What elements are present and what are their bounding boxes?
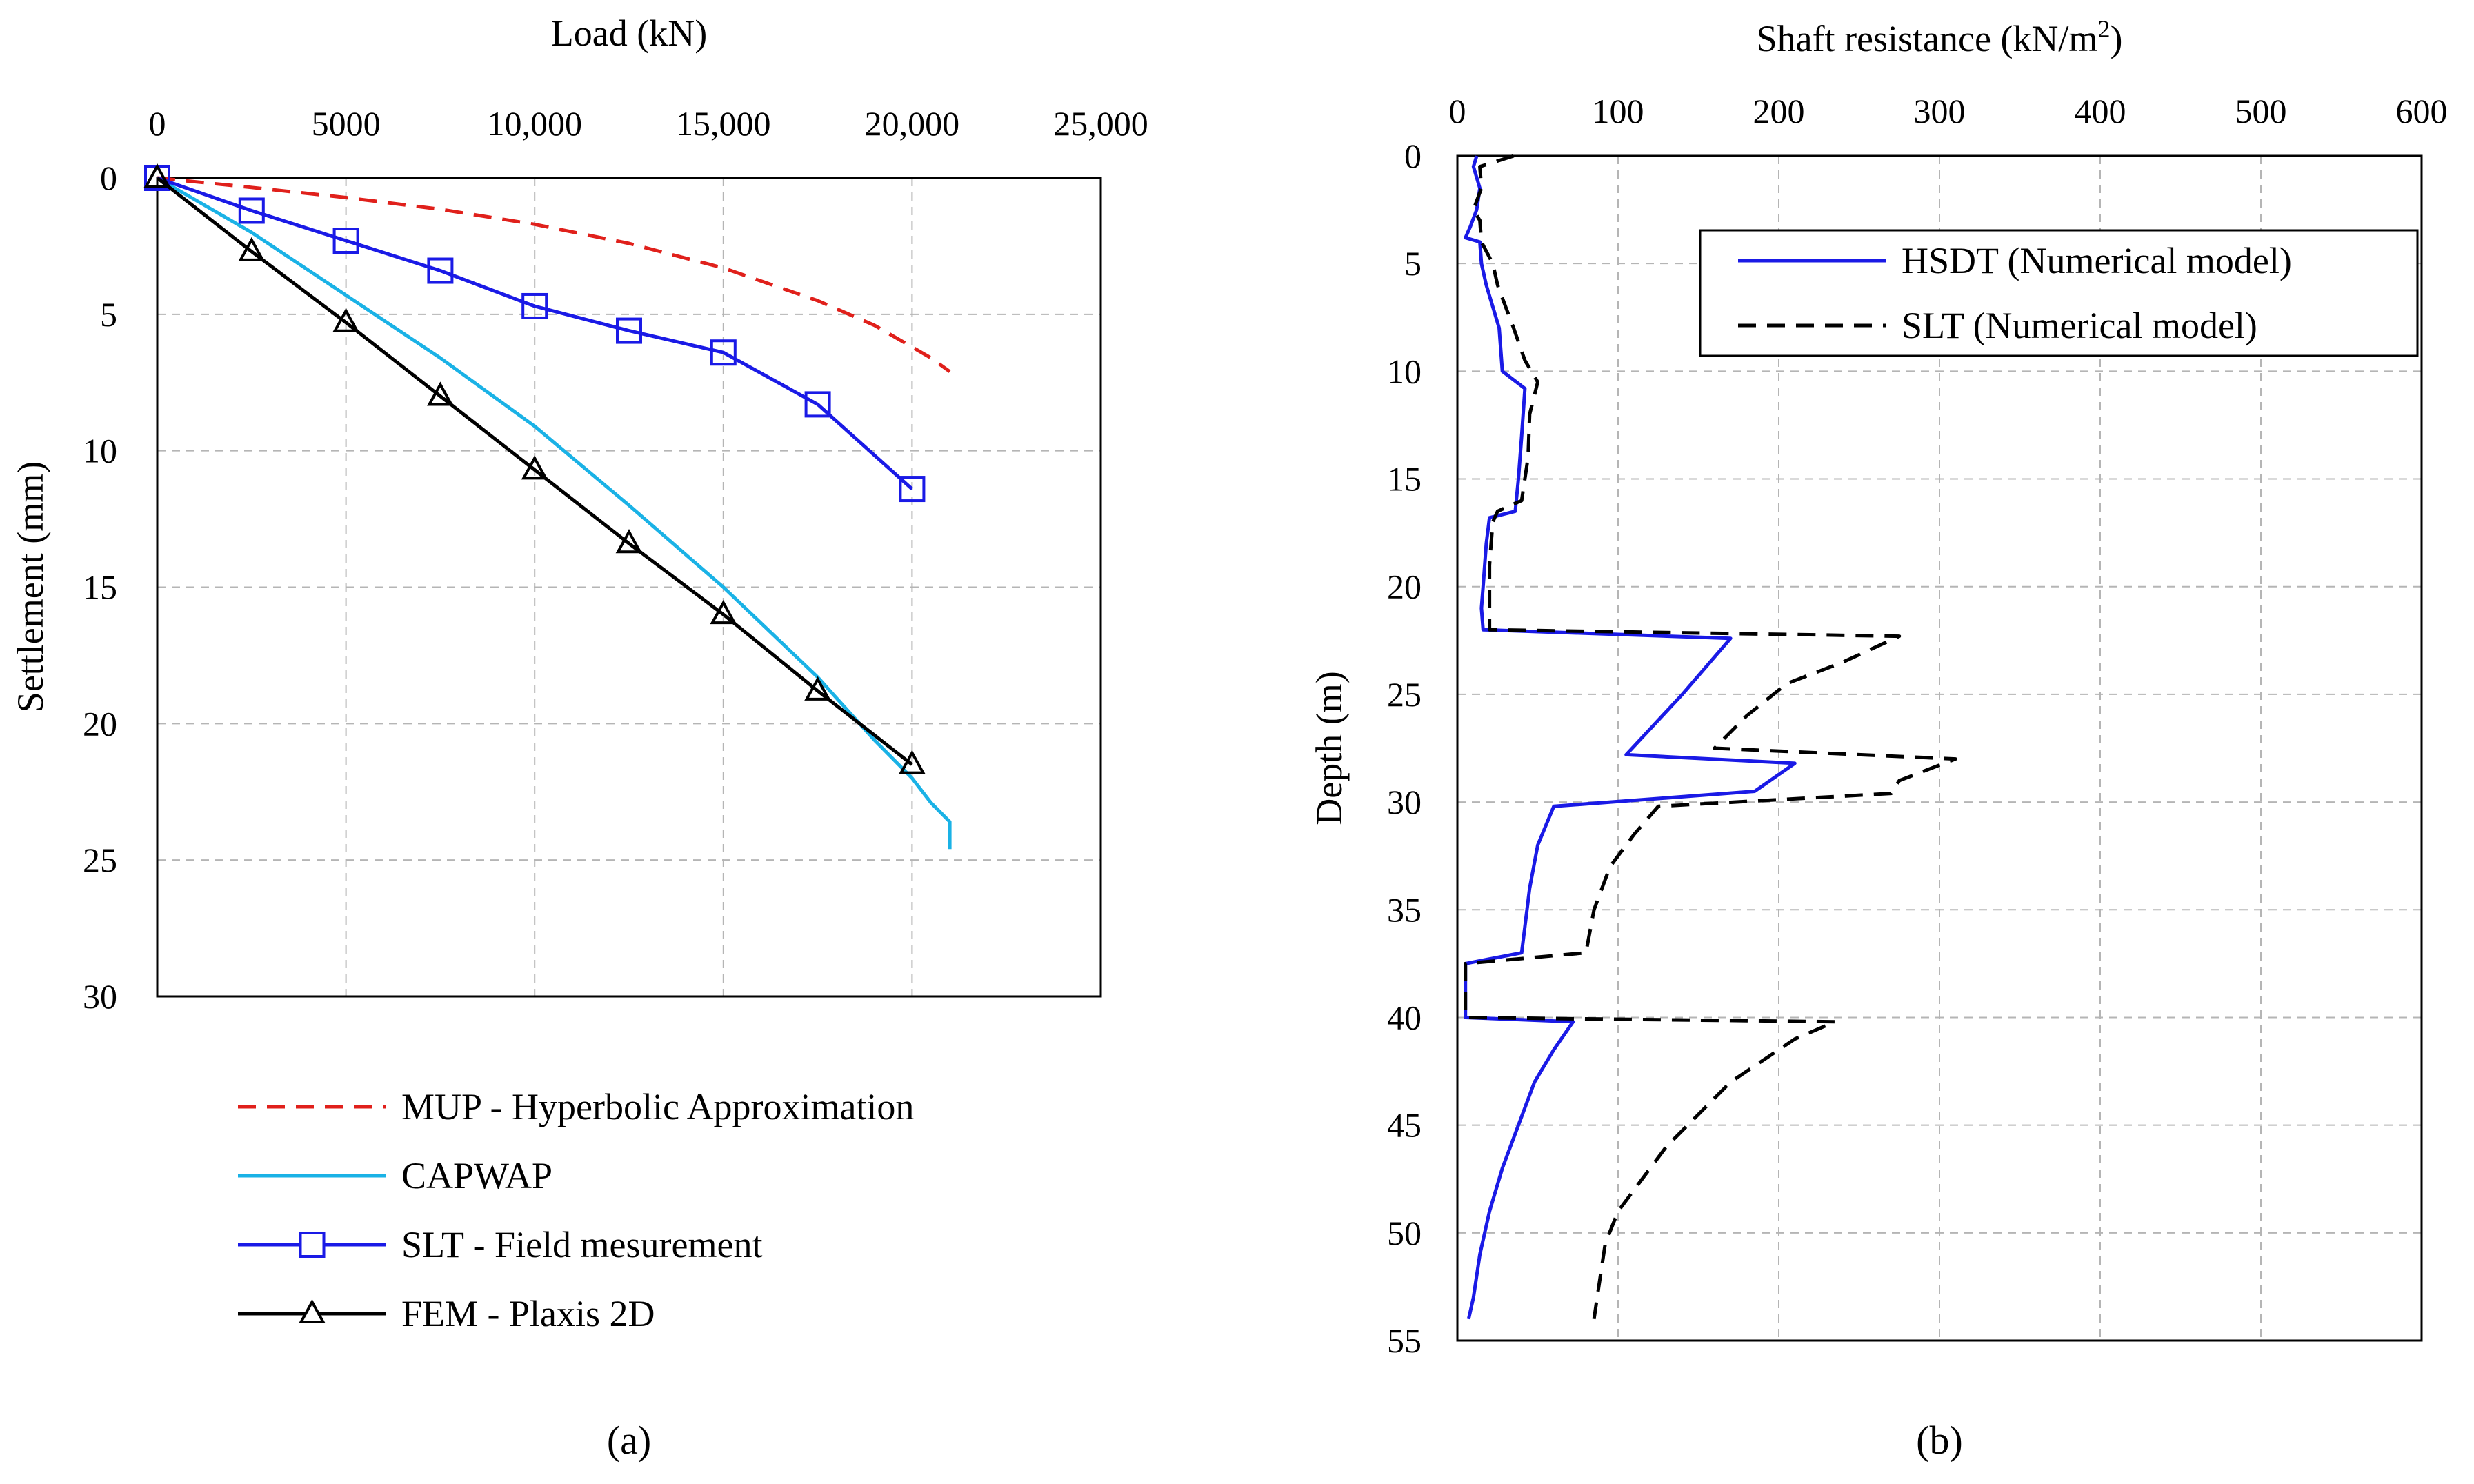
chart-a-point-slt-field-mesurement [332, 228, 359, 254]
chart-a-y-tick-label: 15 [83, 568, 117, 607]
chart-a-x-tick-label: 20,000 [865, 104, 960, 143]
chart-a-grid [157, 178, 1101, 996]
chart-a: 0 5000 10,000 15,000 20,000 25,000 0 5 10 15 20 25… [10, 12, 1148, 1463]
chart-b-y-tick-label: 10 [1387, 352, 1421, 390]
chart-a-y-tick-label: 0 [100, 159, 117, 197]
chart-a-point-slt-field-mesurement [616, 317, 642, 344]
chart-a-legend-label-capwap: CAPWAP [401, 1155, 552, 1196]
chart-a-legend-label-slt-field-mesurement: SLT - Field mesurement [401, 1224, 762, 1265]
chart-a-y-tick-label: 10 [83, 432, 117, 470]
chart-a-legend-label-fem-plaxis-2d: FEM - Plaxis 2D [401, 1293, 655, 1334]
chart-a-plot-frame [156, 177, 1102, 998]
chart-a-x-tick-label: 0 [149, 104, 166, 143]
chart-a-x-tick-label: 10,000 [487, 104, 582, 143]
chart-b-y-ticks: 0 5 10 15 20 25 30 35 40 45 50 55 [1387, 137, 1421, 1360]
chart-a-point-slt-field-mesurement [427, 257, 454, 284]
chart-b-legend-frame [1699, 229, 2419, 357]
chart-b-x-axis-label-sup: 2 [2097, 15, 2110, 43]
chart-a-y-tick-label: 30 [83, 977, 117, 1016]
chart-b-series [1464, 154, 1957, 1320]
chart-a-series-line-mup-hyperbolic-approximation [157, 176, 951, 373]
chart-b-x-tick-label: 500 [2235, 92, 2287, 130]
chart-b-y-tick-label: 20 [1387, 568, 1421, 606]
chart-a-x-ticks: 0 5000 10,000 15,000 20,000 25,000 [149, 104, 1148, 143]
chart-a-series [143, 163, 952, 850]
chart-b-x-axis-label: Shaft resistance (kN/m2) [1757, 15, 2123, 59]
chart-b-panel-label: (b) [1916, 1418, 1963, 1463]
chart-a-point-slt-field-mesurement [804, 391, 831, 418]
chart-a-series-line-slt-field-mesurement [157, 176, 914, 490]
chart-b-grid [1457, 156, 2422, 1341]
chart-a-x-tick-label: 25,000 [1053, 104, 1148, 143]
chart-b-y-tick-label: 40 [1387, 998, 1421, 1036]
chart-b-x-tick-label: 400 [2075, 92, 2126, 130]
chart-b-x-ticks: 0 100 200 300 400 500 600 [1449, 92, 2448, 130]
chart-b-x-axis-label-end: ) [2110, 18, 2122, 59]
chart-a-point-fem-plaxis-2d [427, 381, 454, 406]
chart-a-y-tick-label: 25 [83, 841, 117, 879]
chart-b-series-line-hsdt-numerical-model [1464, 155, 1797, 1320]
chart-b-y-tick-label: 55 [1387, 1321, 1421, 1360]
chart-a-legend-marker-fem-plaxis-2d [299, 1298, 326, 1323]
chart-b-y-tick-label: 0 [1404, 137, 1421, 175]
chart-a-point-fem-plaxis-2d [899, 750, 926, 774]
chart-b-x-tick-label: 200 [1753, 92, 1805, 130]
chart-a-point-fem-plaxis-2d [615, 529, 643, 554]
chart-a-series-line-fem-plaxis-2d [156, 177, 913, 766]
chart-b-x-tick-label: 600 [2396, 92, 2448, 130]
chart-a-y-ticks: 0 5 10 15 20 25 30 [83, 159, 117, 1016]
chart-a-x-tick-label: 15,000 [676, 104, 771, 143]
chart-a-point-fem-plaxis-2d [143, 163, 171, 188]
chart-a-panel-label: (a) [607, 1418, 651, 1463]
chart-a-point-fem-plaxis-2d [238, 237, 266, 261]
chart-b-legend-label-slt-numerical-model: SLT (Numerical model) [1902, 305, 2257, 346]
chart-a-x-axis-label: Load (kN) [551, 12, 707, 54]
chart-a-point-fem-plaxis-2d [710, 599, 737, 625]
chart-a-y-tick-label: 5 [100, 295, 117, 334]
chart-b-y-tick-label: 25 [1387, 675, 1421, 714]
chart-b-legend: HSDT (Numerical model) SLT (Numerical mod… [1699, 229, 2419, 357]
chart-b-x-tick-label: 0 [1449, 92, 1466, 130]
chart-b-y-tick-label: 30 [1387, 783, 1421, 821]
chart-a-point-slt-field-mesurement [710, 339, 737, 366]
chart-a-point-slt-field-mesurement [521, 292, 548, 319]
chart-b-y-tick-label: 45 [1387, 1106, 1421, 1145]
chart-b-y-tick-label: 35 [1387, 890, 1421, 929]
chart-b-x-tick-label: 300 [1914, 92, 1966, 130]
chart-b-y-tick-label: 50 [1387, 1214, 1421, 1252]
chart-b-plot-frame [1456, 154, 2423, 1342]
chart-b-y-tick-label: 15 [1387, 460, 1421, 499]
chart-b-x-axis-label-main: Shaft resistance (kN/m [1757, 18, 2098, 59]
chart-a-legend: MUP - Hyperbolic Approximation CAPWAP SLT … [238, 1086, 914, 1334]
chart-a-y-tick-label: 20 [83, 704, 117, 743]
chart-a-point-fem-plaxis-2d [332, 308, 359, 332]
chart-b-y-tick-label: 5 [1404, 244, 1421, 283]
chart-b-x-tick-label: 100 [1593, 92, 1644, 130]
chart-a-x-tick-label: 5000 [312, 104, 381, 143]
chart-b-y-axis-label: Depth (m) [1308, 671, 1350, 825]
chart-a-point-fem-plaxis-2d [804, 676, 831, 701]
chart-a-point-slt-field-mesurement [238, 197, 265, 224]
chart-b-legend-label-hsdt-numerical-model: HSDT (Numerical model) [1902, 240, 2292, 281]
chart-a-point-fem-plaxis-2d [521, 455, 548, 480]
chart-a-point-slt-field-mesurement [899, 476, 926, 503]
chart-a-legend-marker-slt-field-mesurement [299, 1232, 326, 1258]
chart-a-series-line-capwap [156, 176, 952, 850]
chart-a-y-axis-label: Settlement (mm) [10, 461, 51, 712]
chart-a-legend-label-mup-hyperbolic-approximation: MUP - Hyperbolic Approximation [401, 1086, 914, 1127]
chart-b: 0 100 200 300 400 500 600 0 5 10 15 20 25 30 35 40 45 50… [1308, 15, 2448, 1463]
chart-b-series-line-slt-numerical-model [1464, 154, 1957, 1320]
